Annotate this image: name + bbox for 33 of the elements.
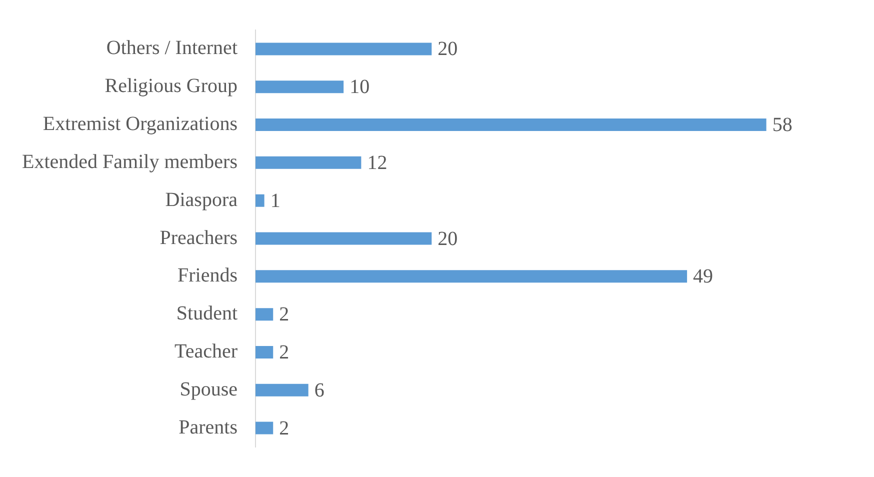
y-tick-label: Extended Family members (22, 150, 238, 173)
data-label: 10 (350, 76, 370, 98)
data-label: 1 (270, 190, 280, 212)
data-label: 58 (772, 114, 792, 136)
y-tick-label: Religious Group (104, 75, 238, 98)
bar (256, 308, 274, 321)
bar (256, 80, 344, 94)
y-tick-label: Diaspora (165, 188, 238, 211)
y-tick-label: Preachers (160, 226, 238, 249)
y-tick-label: Parents (178, 416, 238, 438)
data-label: 2 (279, 304, 290, 326)
data-label: 12 (367, 152, 388, 174)
data-label: 2 (279, 341, 290, 364)
bar (256, 42, 432, 56)
bar (256, 346, 274, 358)
bar (256, 270, 688, 283)
y-tick-label: Teacher (174, 340, 238, 362)
y-tick-label: Others / Internet (106, 37, 238, 60)
y-tick-label: Friends (178, 264, 238, 287)
bar (256, 384, 308, 396)
bar (256, 232, 432, 245)
y-tick-label: Student (176, 302, 238, 325)
bar (256, 156, 362, 169)
y-tick-label: Spouse (180, 378, 238, 400)
y-tick-label: Extremist Organizations (42, 113, 238, 136)
data-label: 20 (438, 228, 458, 250)
bar (256, 118, 766, 132)
data-label: 2 (279, 417, 290, 440)
data-label: 49 (693, 266, 714, 288)
bar (256, 194, 264, 207)
bar (256, 422, 274, 434)
data-label: 20 (438, 38, 458, 60)
data-label: 6 (314, 379, 324, 402)
